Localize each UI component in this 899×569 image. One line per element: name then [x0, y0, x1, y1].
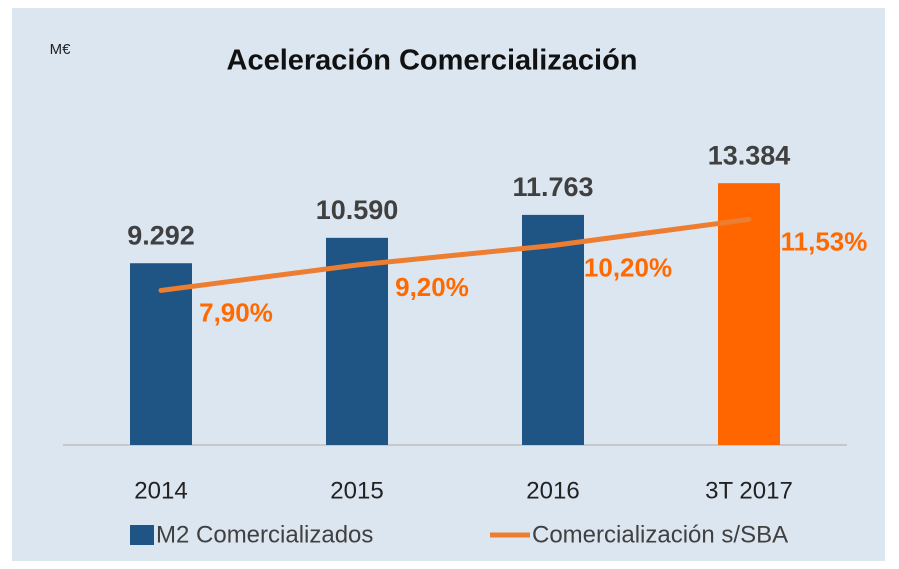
bar — [522, 214, 584, 445]
x-tick-label: 3T 2017 — [705, 477, 793, 504]
chart-title: Aceleración Comercialización — [227, 45, 638, 77]
bar — [130, 263, 192, 445]
line-value-label: 7,90% — [199, 297, 273, 327]
bar — [326, 237, 388, 445]
bar-value-label: 11.763 — [512, 172, 593, 202]
line — [158, 216, 752, 293]
x-tick-label: 2016 — [526, 477, 579, 504]
bar-value-label: 9.292 — [127, 220, 195, 250]
x-tick-label: 2014 — [134, 477, 187, 504]
legend-label: M2 Comercializados — [156, 521, 373, 548]
line-value-label: 11,53% — [781, 226, 868, 256]
legend-label: Comercialización s/SBA — [532, 521, 788, 548]
bar-value-label: 10.590 — [316, 195, 399, 225]
legend-swatch — [130, 525, 154, 545]
line-value-label: 9,20% — [395, 272, 469, 302]
bar-value-label: 13.384 — [708, 140, 791, 170]
x-tick-label: 2015 — [330, 477, 383, 504]
bar — [718, 183, 780, 445]
line-value-label: 10,20% — [584, 252, 672, 282]
unit-label: M€ — [50, 41, 71, 58]
